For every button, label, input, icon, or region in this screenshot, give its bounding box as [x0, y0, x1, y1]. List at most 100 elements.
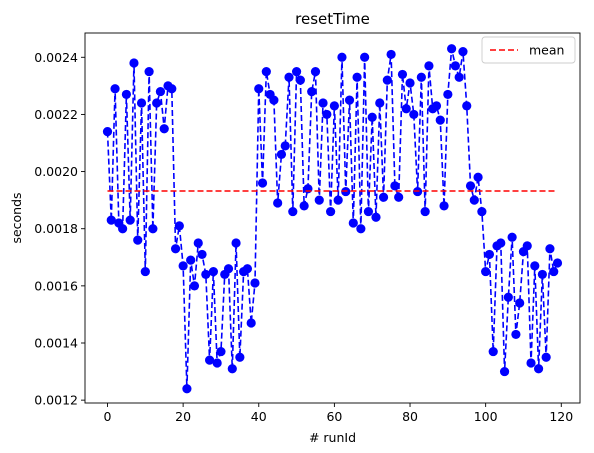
x-tick-label: 20 — [175, 409, 191, 424]
data-point — [159, 124, 169, 134]
data-point — [167, 84, 177, 94]
data-point — [371, 212, 381, 222]
data-point — [276, 149, 287, 160]
data-point — [269, 95, 279, 105]
y-tick-label: 0.0012 — [34, 393, 78, 408]
data-point — [533, 364, 544, 374]
x-tick-label: 40 — [251, 409, 267, 424]
data-point — [140, 266, 150, 277]
data-point — [174, 221, 184, 231]
series-layer — [102, 44, 563, 394]
data-point — [318, 98, 328, 108]
data-point — [144, 66, 154, 77]
data-point — [537, 269, 547, 280]
legend: mean — [481, 36, 576, 64]
data-point — [552, 258, 563, 268]
legend-mean-label: mean — [529, 43, 564, 58]
data-point — [416, 72, 426, 82]
data-point — [469, 195, 479, 205]
data-point — [178, 261, 188, 271]
data-point — [390, 181, 400, 191]
data-point — [496, 238, 506, 248]
data-point — [223, 264, 234, 274]
data-point — [254, 84, 264, 94]
data-point — [246, 318, 256, 328]
data-point — [541, 352, 551, 362]
y-tick-label: 0.0018 — [34, 221, 78, 236]
data-point — [511, 329, 521, 340]
data-point — [401, 104, 411, 114]
data-point — [382, 75, 392, 85]
data-point — [454, 72, 464, 82]
data-point — [102, 126, 113, 137]
data-point — [337, 52, 347, 62]
data-point — [193, 238, 203, 248]
data-point — [257, 178, 268, 188]
data-point — [462, 101, 472, 111]
data-point — [291, 66, 302, 77]
x-tick-label: 60 — [326, 409, 342, 424]
data-point — [499, 366, 510, 377]
y-tick-label: 0.0014 — [34, 336, 78, 351]
data-point — [314, 195, 324, 205]
data-point — [250, 278, 260, 288]
data-point — [310, 66, 321, 77]
x-axis-label: # runId — [309, 430, 356, 445]
x-tick-label: 80 — [402, 409, 418, 424]
data-point — [118, 224, 128, 234]
data-point — [439, 201, 449, 211]
data-point — [326, 206, 336, 217]
data-point — [295, 75, 305, 85]
x-tick-label: 0 — [104, 409, 112, 424]
data-point — [503, 292, 513, 302]
data-point — [348, 218, 358, 228]
data-point — [367, 112, 377, 122]
data-point — [515, 298, 525, 308]
data-point — [397, 69, 408, 80]
data-point — [148, 224, 158, 234]
data-point — [386, 49, 396, 60]
data-point — [352, 72, 362, 82]
data-point — [526, 358, 536, 368]
data-point — [182, 384, 192, 394]
data-point — [231, 238, 241, 248]
y-tick-label: 0.0022 — [34, 107, 78, 122]
data-point — [409, 109, 419, 120]
data-point — [273, 198, 283, 208]
legend-box — [481, 36, 576, 64]
data-point — [261, 66, 271, 77]
x-axis-ticks: 0 20 40 60 80 100 120 — [104, 403, 573, 424]
data-point — [329, 101, 339, 111]
data-point — [375, 98, 385, 108]
y-tick-label: 0.0020 — [34, 164, 78, 179]
data-point — [186, 255, 196, 265]
data-point — [121, 89, 132, 100]
data-point — [110, 84, 120, 94]
data-point — [363, 206, 374, 217]
data-point — [170, 244, 181, 254]
x-tick-label: 100 — [474, 409, 498, 424]
data-point — [235, 352, 245, 362]
data-point — [201, 269, 211, 280]
data-point — [155, 86, 166, 97]
data-point — [284, 72, 294, 82]
plot-frame — [84, 32, 581, 404]
data-point — [208, 266, 218, 277]
data-point — [378, 192, 389, 202]
data-point — [212, 358, 222, 368]
chart-title: resetTime — [295, 10, 370, 28]
data-point — [152, 98, 162, 108]
data-point — [129, 58, 139, 68]
data-point — [481, 266, 491, 277]
y-tick-label: 0.0024 — [34, 50, 78, 65]
data-point — [530, 261, 540, 271]
data-point — [450, 61, 460, 71]
data-point — [458, 46, 468, 57]
data-point — [133, 235, 143, 245]
data-point — [549, 266, 559, 277]
data-point — [443, 89, 453, 100]
data-point — [280, 141, 290, 151]
data-point — [189, 281, 200, 291]
